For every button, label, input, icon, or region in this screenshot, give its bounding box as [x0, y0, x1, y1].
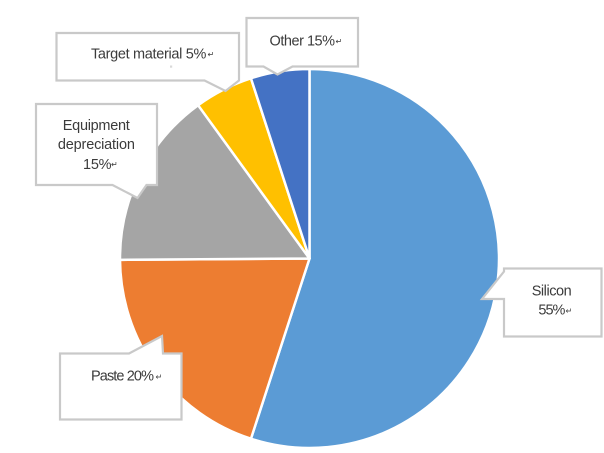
- svg-text:Other 15%: Other 15%: [270, 34, 336, 50]
- svg-text:↵: ↵: [156, 373, 163, 382]
- svg-text:15%: 15%: [83, 157, 112, 173]
- svg-text:↵: ↵: [111, 160, 118, 169]
- svg-text:↵: ↵: [566, 307, 573, 316]
- svg-text:Equipment: Equipment: [63, 118, 130, 134]
- svg-text:Paste 20%: Paste 20%: [91, 369, 154, 385]
- svg-text:55%: 55%: [538, 303, 565, 319]
- svg-text:Target material 5%: Target material 5%: [91, 47, 207, 63]
- svg-text:↵: ↵: [336, 37, 343, 46]
- svg-text:depreciation: depreciation: [58, 137, 135, 153]
- svg-text:↵: ↵: [208, 50, 215, 59]
- svg-text:Silicon: Silicon: [532, 284, 572, 300]
